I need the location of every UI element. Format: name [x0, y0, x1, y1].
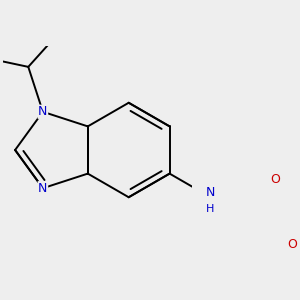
- Text: N: N: [38, 182, 48, 195]
- Text: O: O: [270, 173, 280, 186]
- Text: N: N: [38, 105, 48, 118]
- Text: H: H: [206, 204, 215, 214]
- Text: N: N: [206, 186, 215, 199]
- Text: O: O: [287, 238, 297, 251]
